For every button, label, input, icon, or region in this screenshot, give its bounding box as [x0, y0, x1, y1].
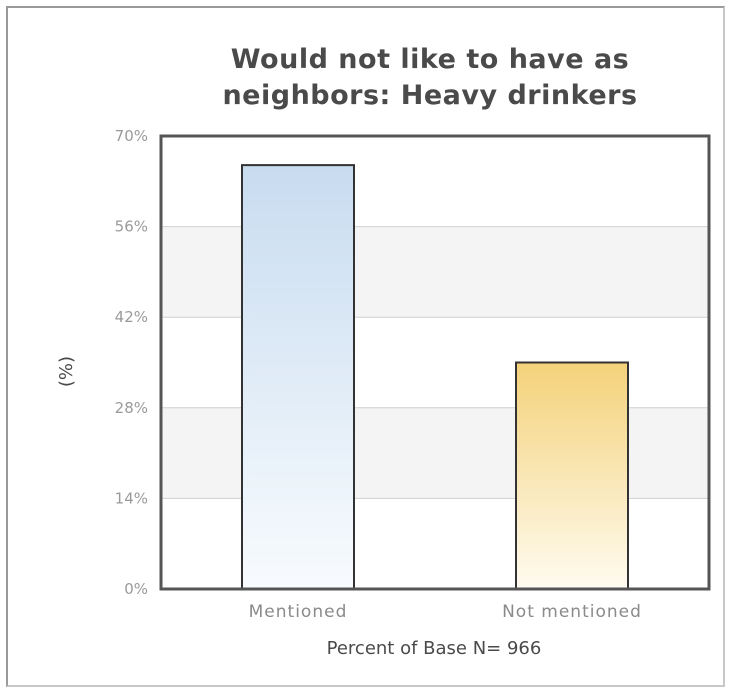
- chart-title: Would not like to have as neighbors: Hea…: [150, 42, 710, 114]
- chart-title-line-1: Would not like to have as: [230, 44, 630, 75]
- bar-mentioned: [241, 164, 355, 590]
- y-tick-label: 28%: [115, 399, 148, 417]
- y-axis-label: (%): [56, 356, 77, 387]
- x-category-label: Mentioned: [249, 602, 348, 622]
- x-category-label: Not mentioned: [502, 602, 642, 622]
- y-tick-label: 0%: [124, 580, 148, 598]
- y-tick-label: 56%: [115, 218, 148, 236]
- y-tick-label: 70%: [115, 127, 148, 145]
- chart-title-line-2: neighbors: Heavy drinkers: [222, 80, 638, 111]
- x-axis-label: Percent of Base N= 966: [327, 638, 542, 659]
- y-tick-label: 14%: [115, 489, 148, 507]
- plot-area-border: [159, 134, 711, 591]
- y-tick-label: 42%: [115, 308, 148, 326]
- bar-not-mentioned: [515, 361, 629, 590]
